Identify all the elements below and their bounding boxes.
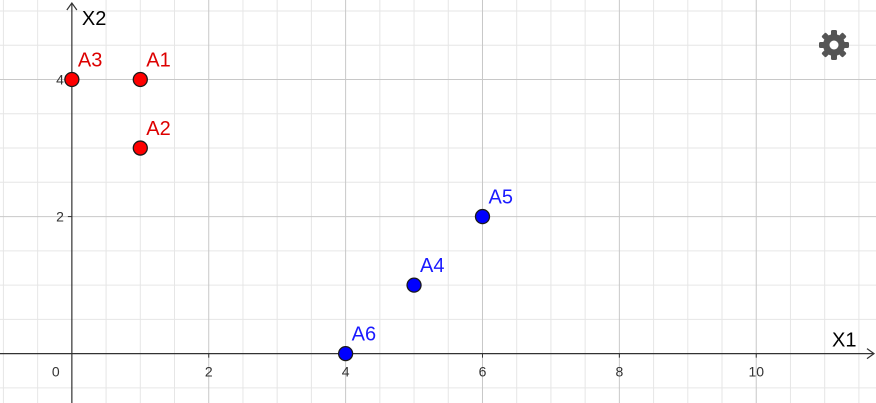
point-a4[interactable]: A4 <box>406 255 445 293</box>
point-marker[interactable] <box>474 208 491 225</box>
gear-icon <box>819 30 849 60</box>
x-axis-arrow <box>866 348 876 360</box>
point-a2[interactable]: A2 <box>132 118 171 156</box>
x-tick-label: 8 <box>615 364 623 380</box>
point-label: A6 <box>352 324 376 346</box>
point-marker[interactable] <box>406 277 422 293</box>
point-a1[interactable]: A1 <box>132 50 171 88</box>
point-a6[interactable]: A6 <box>337 324 376 362</box>
y-axis-label: X2 <box>82 8 106 30</box>
point-marker[interactable] <box>132 71 148 88</box>
settings-button[interactable] <box>817 28 851 62</box>
x-tick-label: 4 <box>342 364 350 380</box>
tick-labels: 0 2 4 6 8 10 2 4 <box>52 72 764 380</box>
y-tick-label: 2 <box>56 209 64 225</box>
point-label: A5 <box>488 187 512 209</box>
y-axis-arrow <box>66 1 78 11</box>
points-layer: A1 A2 A3 A4 A5 A6 <box>64 50 513 362</box>
tick-label-origin: 0 <box>52 364 60 380</box>
point-a3[interactable]: A3 <box>64 50 102 88</box>
point-marker[interactable] <box>64 71 80 88</box>
x-tick-label: 2 <box>205 364 213 380</box>
x-axis-label: X1 <box>832 330 856 352</box>
point-marker[interactable] <box>337 346 354 362</box>
x-tick-label: 10 <box>748 364 764 380</box>
x-tick-label: 6 <box>479 364 487 380</box>
point-label: A3 <box>78 50 102 72</box>
point-label: A1 <box>146 50 170 72</box>
point-label: A4 <box>420 255 444 277</box>
point-a5[interactable]: A5 <box>474 187 513 225</box>
point-marker[interactable] <box>132 140 148 156</box>
y-tick-label: 4 <box>56 72 64 88</box>
point-label: A2 <box>146 118 170 140</box>
